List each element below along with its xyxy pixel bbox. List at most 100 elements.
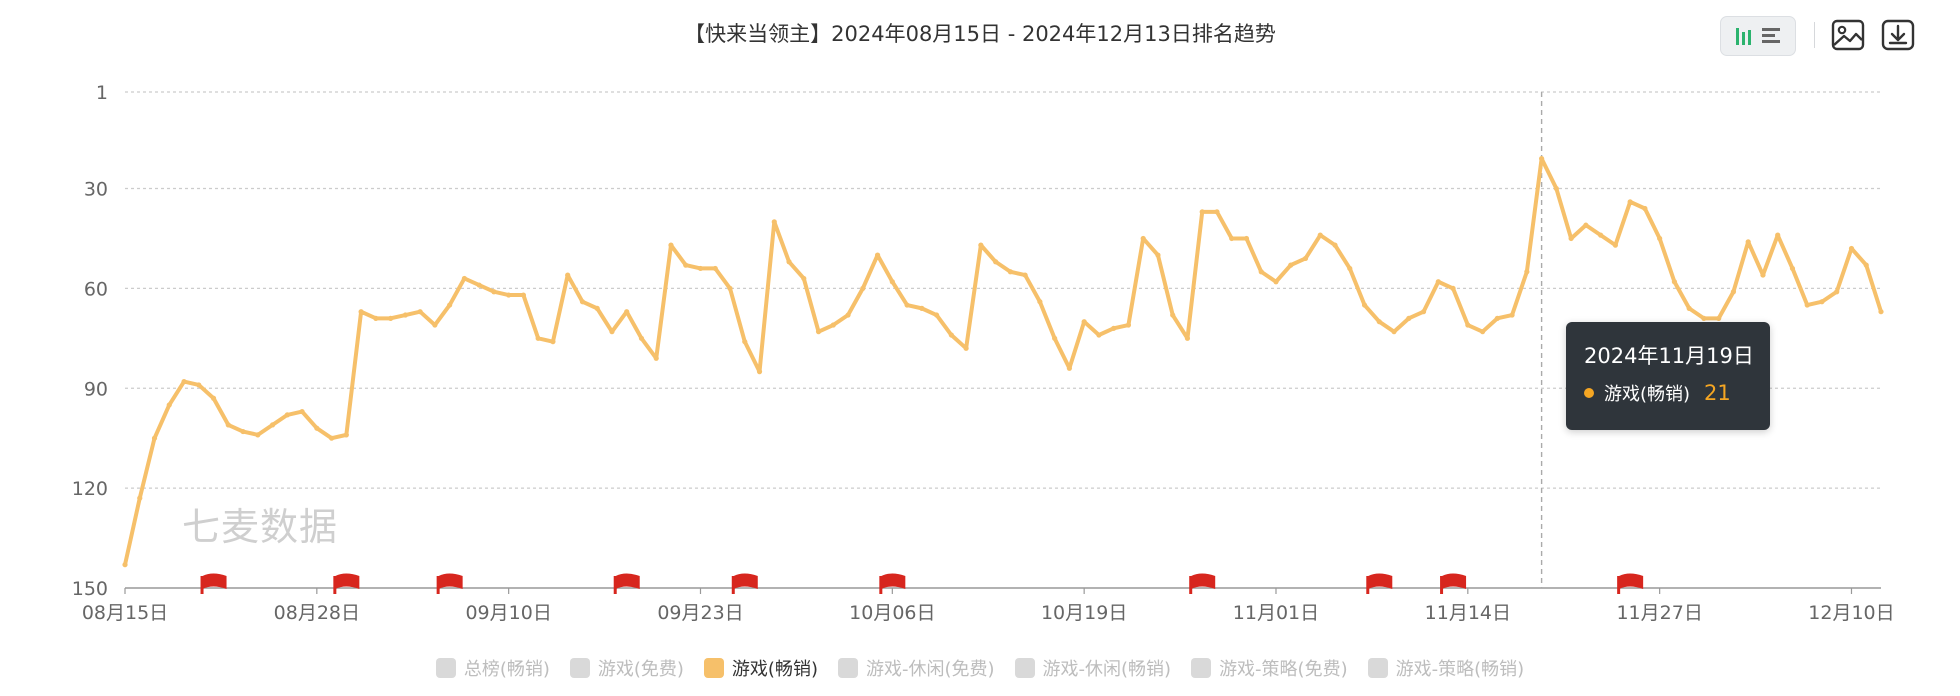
data-point bbox=[1125, 322, 1132, 328]
legend-label: 游戏(畅销) bbox=[731, 659, 818, 680]
event-flag-icon bbox=[200, 573, 227, 594]
data-point bbox=[771, 219, 777, 225]
legend-label: 游戏(免费) bbox=[597, 659, 684, 680]
data-point bbox=[343, 432, 349, 438]
data-point bbox=[166, 402, 172, 408]
legend-swatch bbox=[435, 658, 456, 678]
data-point bbox=[151, 435, 158, 441]
download-icon bbox=[1881, 19, 1915, 51]
legend-item[interactable]: 游戏-休闲(免费) bbox=[837, 655, 995, 681]
data-point bbox=[402, 312, 408, 318]
download-button[interactable] bbox=[1878, 16, 1918, 54]
x-tick-label: 11月01日 bbox=[1233, 602, 1319, 624]
data-point bbox=[1524, 269, 1530, 275]
event-flag-icon bbox=[1366, 573, 1393, 594]
data-point bbox=[638, 335, 645, 341]
data-point bbox=[830, 322, 836, 328]
data-point bbox=[948, 332, 954, 338]
legend-label: 游戏-策略(畅销) bbox=[1395, 659, 1525, 680]
data-point bbox=[1361, 302, 1368, 308]
legend-item[interactable]: 总榜(畅销) bbox=[435, 655, 550, 681]
data-point bbox=[1834, 289, 1840, 295]
data-point bbox=[1465, 322, 1471, 328]
data-point bbox=[919, 305, 925, 311]
data-point bbox=[683, 262, 689, 268]
event-flag-icon bbox=[731, 573, 758, 594]
x-tick-label: 10月06日 bbox=[849, 602, 935, 624]
data-point bbox=[1804, 302, 1810, 308]
legend-item[interactable]: 游戏-休闲(畅销) bbox=[1014, 655, 1171, 681]
x-tick-label: 08月28日 bbox=[274, 602, 360, 624]
data-point bbox=[1568, 235, 1574, 242]
data-point bbox=[1775, 232, 1781, 238]
watermark: 七麦数据 bbox=[182, 505, 339, 549]
data-point bbox=[1052, 335, 1058, 341]
data-point bbox=[653, 355, 659, 361]
data-point bbox=[328, 435, 335, 441]
data-point bbox=[284, 412, 290, 418]
data-point bbox=[1199, 209, 1205, 215]
chart-tooltip: 2024年11月19日 游戏(畅销) 21 bbox=[1566, 322, 1770, 430]
legend-swatch bbox=[1014, 658, 1035, 678]
data-point bbox=[1376, 319, 1382, 325]
data-point bbox=[697, 265, 704, 272]
data-point bbox=[963, 345, 969, 351]
data-point bbox=[181, 379, 187, 385]
data-point bbox=[815, 329, 822, 335]
data-point bbox=[1878, 309, 1884, 315]
legend-swatch bbox=[1367, 658, 1388, 678]
data-point bbox=[1022, 272, 1028, 278]
data-point bbox=[1598, 232, 1604, 238]
data-point bbox=[476, 282, 482, 288]
data-point bbox=[1657, 235, 1663, 242]
save-image-button[interactable] bbox=[1828, 16, 1868, 54]
legend-label: 游戏-策略(免费) bbox=[1219, 659, 1348, 680]
y-tick-label: 90 bbox=[84, 378, 108, 400]
chart-view-toggle[interactable] bbox=[1720, 16, 1796, 56]
data-point bbox=[1479, 329, 1486, 335]
data-point bbox=[978, 242, 984, 248]
data-point bbox=[1627, 199, 1633, 205]
data-point bbox=[314, 425, 320, 431]
data-point bbox=[506, 292, 512, 298]
legend-item[interactable]: 游戏(畅销) bbox=[703, 655, 818, 681]
data-point bbox=[1494, 315, 1500, 321]
legend-item[interactable]: 游戏-策略(免费) bbox=[1191, 655, 1348, 681]
data-point bbox=[933, 312, 940, 318]
data-point bbox=[1406, 315, 1412, 321]
x-tick-label: 08月15日 bbox=[82, 602, 168, 624]
data-point bbox=[904, 302, 910, 308]
data-point bbox=[1745, 239, 1751, 245]
bar-chart-icon[interactable] bbox=[1730, 22, 1786, 50]
data-point bbox=[1539, 155, 1545, 162]
data-point bbox=[299, 408, 305, 415]
x-tick-label: 11月27日 bbox=[1616, 602, 1702, 624]
data-point bbox=[1317, 232, 1323, 238]
data-point bbox=[1332, 242, 1338, 248]
data-point bbox=[535, 335, 541, 341]
data-point bbox=[756, 369, 763, 375]
data-point bbox=[417, 309, 423, 315]
legend-swatch bbox=[703, 658, 724, 678]
legend-item[interactable]: 游戏-策略(畅销) bbox=[1367, 655, 1525, 681]
y-tick-label: 120 bbox=[72, 478, 108, 500]
data-point bbox=[1258, 269, 1264, 275]
data-point bbox=[579, 299, 586, 305]
legend-label: 游戏-休闲(免费) bbox=[865, 659, 995, 680]
data-point bbox=[1184, 335, 1191, 341]
data-point bbox=[1140, 235, 1146, 242]
tooltip-row: 游戏(畅销) 21 bbox=[1584, 380, 1731, 406]
legend-item[interactable]: 游戏(免费) bbox=[569, 655, 684, 681]
data-point bbox=[1229, 235, 1235, 242]
data-point bbox=[860, 285, 866, 292]
x-tick-label: 10月19日 bbox=[1041, 602, 1127, 624]
chart-title: 【快来当领主】2024年08月15日 - 2024年12月13日排名趋势 bbox=[684, 22, 1276, 46]
data-point bbox=[196, 382, 202, 388]
x-tick-label: 09月10日 bbox=[465, 602, 551, 624]
data-point bbox=[1819, 299, 1825, 305]
data-point bbox=[1863, 262, 1869, 268]
data-point bbox=[1435, 279, 1441, 285]
data-point bbox=[1612, 242, 1618, 248]
data-point bbox=[491, 289, 497, 295]
